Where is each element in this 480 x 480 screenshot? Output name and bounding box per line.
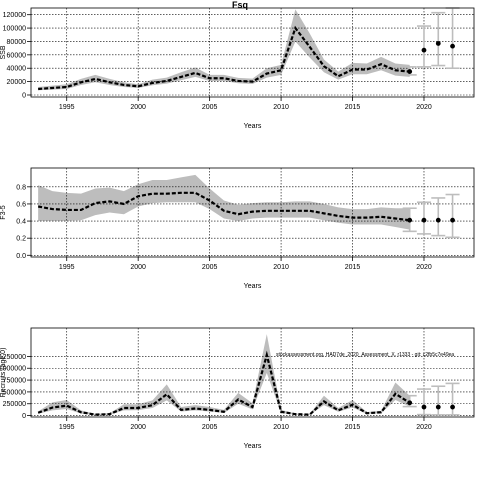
x-tick-label: 2015 xyxy=(345,424,361,431)
x-axis-label: Years xyxy=(244,443,262,450)
x-tick-label: 1995 xyxy=(59,104,75,111)
plot-frame xyxy=(30,167,475,258)
y-tick-label: 0.8 xyxy=(16,184,26,191)
y-axis-label: Recruits (age 0) xyxy=(0,348,7,398)
x-tick-label: 1995 xyxy=(59,424,75,431)
y-tick-label: 0 xyxy=(22,413,26,420)
source-note: stockassessment.org, HAD7de_2020_Assessm… xyxy=(276,352,454,358)
y-tick-label: 250000 xyxy=(3,401,26,408)
projection-point xyxy=(450,217,455,223)
y-tick-label: 20000 xyxy=(7,79,27,86)
y-tick-label: 0.2 xyxy=(16,236,26,243)
y-tick-label: 500000 xyxy=(3,389,26,396)
projection-point xyxy=(421,47,427,53)
y-tick-label: 0.4 xyxy=(16,219,26,226)
x-tick-label: 2015 xyxy=(345,104,361,111)
plot-frame xyxy=(30,7,475,98)
y-tick-label: 0.0 xyxy=(16,253,26,260)
panel-recruitment: 1995 2000 2005 2010 2015 2020 0 250000 500000 750… xyxy=(0,327,475,450)
projection-point xyxy=(421,404,427,410)
y-tick-label: 0 xyxy=(22,92,26,99)
y-tick-label: 100000 xyxy=(3,26,26,33)
x-tick-label: 2020 xyxy=(416,424,432,431)
x-tick-label: 2015 xyxy=(345,264,361,271)
x-tick-label: 2020 xyxy=(416,264,432,271)
y-tick-label: 120000 xyxy=(3,12,26,19)
projection-point xyxy=(407,69,413,74)
x-tick-label: 2000 xyxy=(130,104,146,111)
y-tick-label: 1000000 xyxy=(0,366,26,373)
y-tick-label: 1250000 xyxy=(0,354,26,361)
projection-point xyxy=(421,217,427,223)
y-tick-label: 60000 xyxy=(7,52,27,59)
estimate-line xyxy=(38,25,410,91)
projection-point xyxy=(435,404,441,410)
x-tick-label: 2000 xyxy=(130,264,146,271)
x-tick-label: 2000 xyxy=(130,424,146,431)
x-axis-label: Years xyxy=(244,123,262,130)
y-tick-label: 80000 xyxy=(7,39,27,46)
estimate-line xyxy=(37,350,411,416)
x-tick-label: 2010 xyxy=(273,104,289,111)
x-tick-label: 2005 xyxy=(202,424,218,431)
confidence-band xyxy=(38,174,410,230)
y-axis-label: F3-5 xyxy=(0,205,7,220)
projection-point xyxy=(435,217,441,223)
x-axis-label: Years xyxy=(244,283,262,290)
projection-point xyxy=(450,43,455,49)
projection-point xyxy=(407,217,413,223)
x-tick-label: 2010 xyxy=(273,424,289,431)
panel-fishing-mortality: 1995 2000 2005 2010 2015 2020 0.0 0.2 0.4 0.6 0.8 Y… xyxy=(0,167,475,290)
projection-point xyxy=(450,404,455,410)
estimate-line xyxy=(37,191,410,222)
confidence-band xyxy=(38,334,410,416)
chart-title: Fsq xyxy=(232,0,248,10)
plot-frame xyxy=(30,327,475,418)
y-axis-label: SSB xyxy=(0,45,7,59)
x-tick-label: 2005 xyxy=(202,104,218,111)
projection-point xyxy=(435,41,441,46)
confidence-band xyxy=(38,9,410,91)
panel-ssb: 1995 2000 2005 2010 2015 2020 0 20000 40000 60000… xyxy=(0,7,475,130)
y-tick-label: 0.6 xyxy=(16,201,26,208)
x-tick-label: 2010 xyxy=(273,264,289,271)
x-tick-label: 2020 xyxy=(416,104,432,111)
projection-point xyxy=(407,400,413,406)
x-tick-label: 1995 xyxy=(59,264,75,271)
x-tick-label: 2005 xyxy=(202,264,218,271)
y-tick-label: 40000 xyxy=(7,66,27,73)
y-tick-label: 750000 xyxy=(3,378,26,385)
